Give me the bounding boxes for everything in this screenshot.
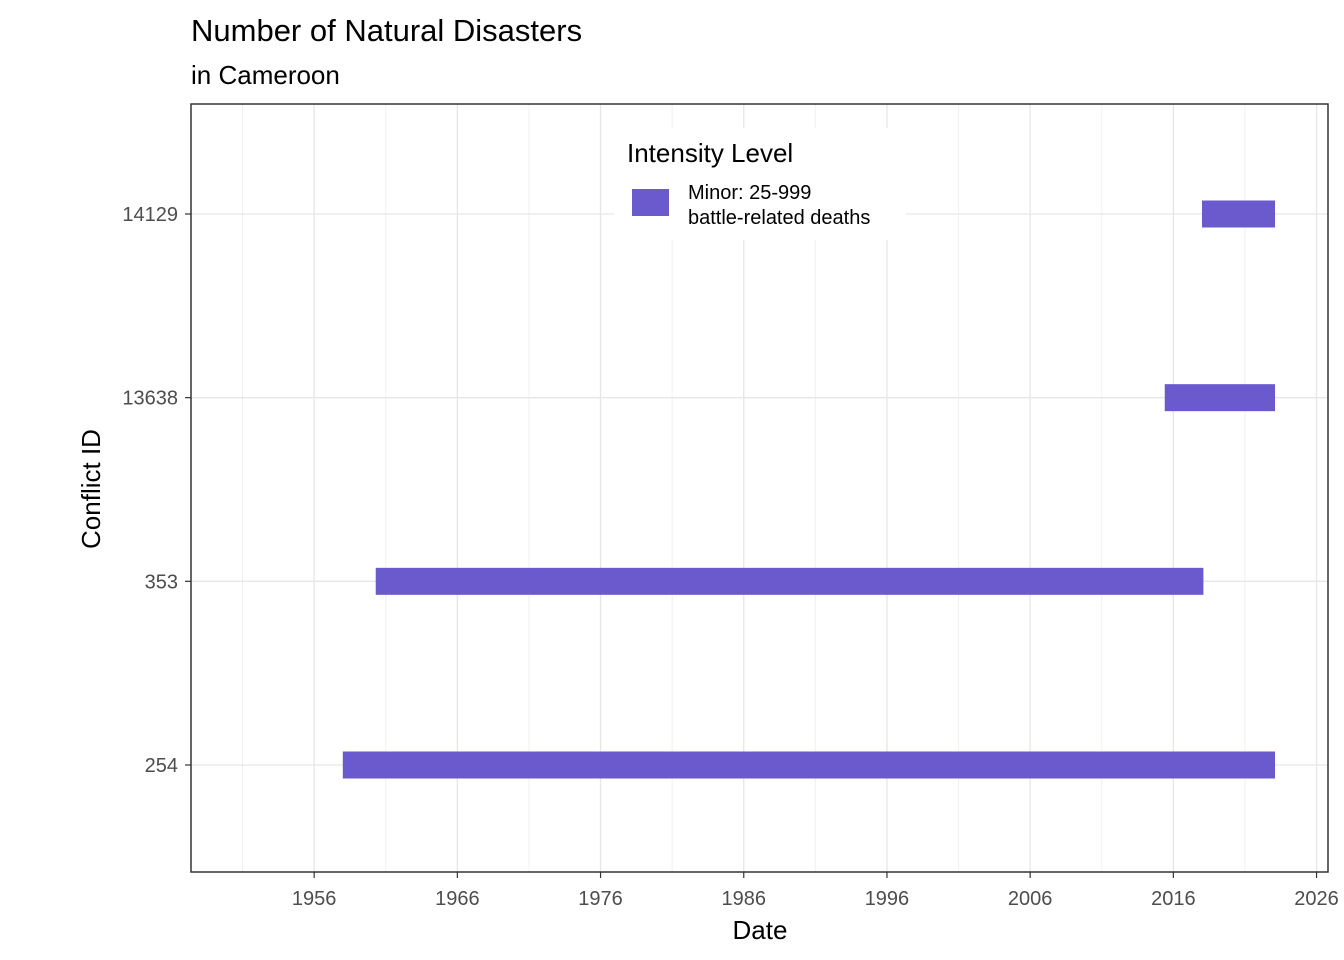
bar-353: [375, 567, 1204, 595]
chart-subtitle: in Cameroon: [191, 60, 340, 90]
x-tick-label: 1956: [292, 888, 337, 910]
bar-14129: [1201, 200, 1276, 228]
legend-title: Intensity Level: [627, 138, 793, 168]
legend-label-line2: battle-related deaths: [688, 207, 870, 229]
bars-group: [342, 200, 1276, 779]
y-tick-label: 254: [145, 755, 178, 777]
plot-panel: Intensity Level Minor: 25-999 battle-rel…: [190, 103, 1329, 873]
legend-label-line1: Minor: 25-999: [688, 182, 811, 204]
grid-major: [191, 104, 1328, 872]
y-tick-label: 353: [145, 571, 178, 593]
bar-13638: [1164, 384, 1276, 412]
legend-key-minor: [632, 189, 669, 216]
legend-background: [614, 128, 906, 240]
legend: Intensity Level Minor: 25-999 battle-rel…: [614, 128, 906, 240]
x-tick-label: 2016: [1151, 888, 1196, 910]
x-tick-label: 1976: [578, 888, 623, 910]
x-tick-label: 2026: [1294, 888, 1339, 910]
y-axis: 254 353 13638 14129: [122, 204, 191, 777]
x-tick-label: 1966: [435, 888, 480, 910]
y-axis-title: Conflict ID: [76, 429, 106, 549]
bar-254: [342, 751, 1276, 779]
chart-title: Number of Natural Disasters: [191, 13, 582, 48]
x-tick-label: 1996: [865, 888, 910, 910]
y-tick-label: 13638: [122, 388, 178, 410]
x-axis-title: Date: [733, 915, 788, 945]
x-axis: 1956 1966 1976 1986 1996 2006 2016 2026: [292, 872, 1339, 910]
y-tick-label: 14129: [122, 204, 178, 226]
panel-border: [190, 103, 1329, 873]
x-tick-label: 2006: [1008, 888, 1053, 910]
x-tick-label: 1986: [721, 888, 766, 910]
